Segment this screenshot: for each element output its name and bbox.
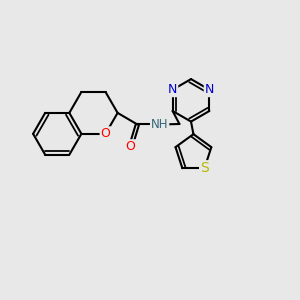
- Text: N: N: [168, 83, 177, 96]
- Text: N: N: [205, 83, 214, 96]
- Text: NH: NH: [151, 118, 168, 131]
- Text: O: O: [126, 140, 136, 153]
- Text: O: O: [100, 127, 110, 140]
- Text: S: S: [200, 161, 209, 175]
